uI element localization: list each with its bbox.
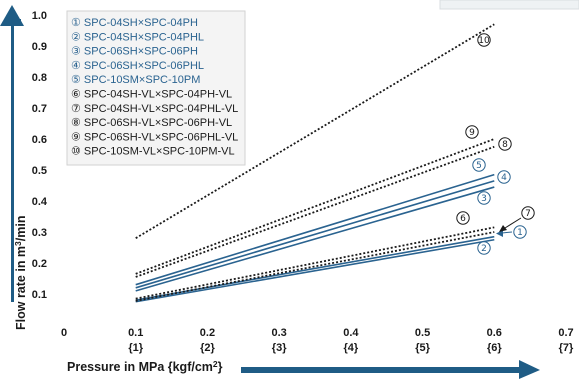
y-tick-label: 0.2 — [32, 258, 47, 270]
legend-item-7: ⑦ SPC-04SH-VL×SPC-04PHL-VL — [71, 103, 238, 115]
x-subtick-label: {3} — [272, 342, 287, 354]
x-axis-title: Pressure in MPa {kgf/cm2} — [67, 359, 223, 374]
x-subtick-label: {5} — [415, 342, 430, 354]
legend-item-9: ⑨ SPC-06SH-VL×SPC-06PHL-VL — [71, 131, 238, 143]
x-subtick-label: {1} — [128, 342, 143, 354]
legend-item-3: ③ SPC-06SH×SPC-06PH — [71, 46, 198, 58]
series-line-8 — [135, 145, 495, 278]
top-panel-decoration — [439, 0, 579, 10]
legend-item-2: ② SPC-04SH×SPC-04PHL — [71, 31, 204, 43]
legend-item-4: ④ SPC-06SH×SPC-06PHL — [71, 60, 204, 72]
legend-item-8: ⑧ SPC-06SH-VL×SPC-06PH-VL — [71, 117, 232, 129]
marker-7-leader — [504, 217, 522, 229]
y-tick-label: 0.7 — [32, 103, 47, 115]
series-marker-10: 10 — [478, 36, 490, 46]
y-axis-arrow — [4, 19, 21, 302]
series-marker-circle-2 — [477, 241, 491, 255]
x-subtick-label: {2} — [200, 342, 215, 354]
y-tick-label: 0.4 — [32, 196, 48, 208]
y-axis-arrow-head — [0, 5, 24, 26]
x-tick-label: 0.6 — [487, 327, 502, 339]
y-tick-label: 0.6 — [32, 134, 47, 146]
series-marker-1: 1 — [517, 228, 523, 238]
marker-1-leader — [501, 231, 513, 234]
series-line-3 — [135, 186, 495, 292]
series-line-10 — [135, 23, 495, 239]
marker-7-arrowhead — [499, 225, 507, 232]
x-tick-label: 0.1 — [128, 327, 143, 339]
y-tick-label: 0.9 — [32, 41, 47, 53]
series-line-7 — [135, 231, 495, 302]
legend-box — [66, 10, 246, 166]
series-marker-9: 9 — [469, 128, 475, 138]
x-axis-arrow-head — [519, 360, 540, 379]
series-line-2 — [135, 238, 495, 303]
y-tick-label: 0.8 — [32, 72, 47, 84]
series-marker-circle-6 — [456, 211, 470, 225]
series-marker-4: 4 — [501, 173, 507, 183]
x-axis-arrow-bar — [241, 367, 521, 373]
legend-item-5: ⑤ SPC-10SM×SPC-10PM — [71, 74, 200, 86]
x-axis-title-text: Pressure in MPa {kgf/cm — [67, 360, 213, 374]
series-marker-circle-7 — [521, 206, 535, 220]
series-line-4 — [135, 180, 495, 289]
legend-item-6: ⑥ SPC-04SH-VL×SPC-04PH-VL — [71, 89, 232, 101]
series-marker-circle-5 — [472, 158, 486, 172]
x-tick-label: 0.4 — [343, 327, 359, 339]
legend-item-1: ① SPC-04SH×SPC-04PH — [71, 17, 198, 29]
y-tick-label: 0.3 — [32, 227, 47, 239]
series-line-6 — [135, 226, 495, 300]
series-marker-5: 5 — [476, 161, 482, 171]
series-marker-7: 7 — [525, 209, 531, 219]
y-axis-title: Flow rate in m3/min — [13, 216, 28, 330]
series-marker-circle-4 — [497, 170, 511, 184]
x-subtick-label: {4} — [344, 342, 359, 354]
x-axis-title-sup: 2 — [213, 359, 218, 369]
marker-1-arrowhead — [496, 230, 503, 237]
series-marker-circle-1 — [513, 225, 527, 239]
y-axis-title-unit: /min — [14, 216, 28, 242]
series-marker-2: 2 — [481, 244, 487, 254]
series-marker-8: 8 — [502, 140, 508, 150]
x-tick-label: 0 — [61, 327, 67, 339]
series-marker-3: 3 — [481, 194, 487, 204]
y-tick-label: 0.1 — [32, 289, 47, 301]
y-axis-title-sup: 3 — [13, 241, 23, 246]
x-subtick-label: {6} — [487, 342, 502, 354]
series-marker-circle-8 — [498, 137, 512, 151]
series-marker-circle-10 — [477, 33, 491, 47]
series-marker-circle-3 — [477, 191, 491, 205]
legend-item-10: ⑩ SPC-10SM-VL×SPC-10PM-VL — [71, 146, 235, 158]
x-tick-label: 0.2 — [200, 327, 215, 339]
x-axis-title-end: } — [218, 360, 223, 374]
series-marker-6: 6 — [460, 214, 466, 224]
y-tick-label: 0.5 — [32, 165, 47, 177]
y-tick-label: 1.0 — [32, 10, 47, 22]
x-tick-label: 0.3 — [271, 327, 286, 339]
x-tick-label: 0.5 — [415, 327, 430, 339]
series-line-5 — [135, 173, 495, 286]
series-marker-circle-9 — [465, 125, 479, 139]
x-tick-label: 0.7 — [558, 327, 573, 339]
x-subtick-label: {7} — [559, 342, 574, 354]
y-axis-title-text: Flow rate in m — [14, 246, 28, 330]
